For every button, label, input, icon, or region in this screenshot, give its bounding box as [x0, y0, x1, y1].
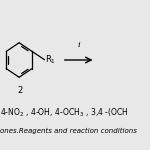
Text: 4-NO$_2$ , 4-OH, 4-OCH$_3$ , 3,4 -(OCH: 4-NO$_2$ , 4-OH, 4-OCH$_3$ , 3,4 -(OCH [0, 106, 128, 119]
Text: 2: 2 [18, 86, 23, 95]
Text: ones.Reagents and reaction conditions: ones.Reagents and reaction conditions [0, 128, 137, 134]
Text: R$_1$: R$_1$ [45, 53, 56, 66]
Text: i: i [77, 41, 80, 49]
